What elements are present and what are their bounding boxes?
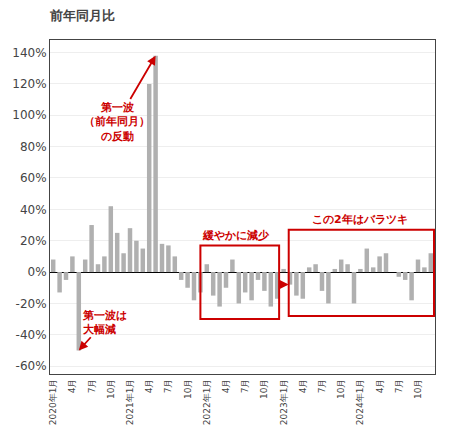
svg-text:0%: 0% xyxy=(28,265,47,279)
svg-text:4月: 4月 xyxy=(298,379,308,394)
svg-text:-60%: -60% xyxy=(16,359,47,373)
svg-text:7月: 7月 xyxy=(240,379,250,394)
svg-text:4月: 4月 xyxy=(67,379,77,394)
svg-text:60%: 60% xyxy=(20,171,47,185)
svg-text:4月: 4月 xyxy=(375,379,385,394)
svg-text:10月: 10月 xyxy=(183,379,193,399)
svg-text:-40%: -40% xyxy=(16,328,47,342)
svg-text:7月: 7月 xyxy=(87,379,97,394)
svg-text:100%: 100% xyxy=(12,108,46,122)
svg-text:2024年1月: 2024年1月 xyxy=(355,379,365,426)
svg-text:2020年1月: 2020年1月 xyxy=(48,379,58,426)
svg-text:第一波は大幅減: 第一波は大幅減 xyxy=(82,309,127,336)
svg-text:この2年はバラツキ: この2年はバラツキ xyxy=(312,213,408,226)
svg-text:2022年1月: 2022年1月 xyxy=(202,379,212,426)
svg-text:120%: 120% xyxy=(12,77,46,91)
svg-text:7月: 7月 xyxy=(317,379,327,394)
svg-text:前年同月比: 前年同月比 xyxy=(49,8,115,23)
svg-text:2021年1月: 2021年1月 xyxy=(125,379,135,426)
svg-text:7月: 7月 xyxy=(394,379,404,394)
svg-text:10月: 10月 xyxy=(259,379,269,399)
svg-text:10月: 10月 xyxy=(106,379,116,399)
svg-text:140%: 140% xyxy=(12,46,46,60)
svg-text:緩やかに減少: 緩やかに減少 xyxy=(202,229,270,242)
svg-text:4月: 4月 xyxy=(221,379,231,394)
svg-text:2023年1月: 2023年1月 xyxy=(279,379,289,426)
svg-text:第一波（前年同月）の反動: 第一波（前年同月）の反動 xyxy=(84,101,150,143)
svg-text:-20%: -20% xyxy=(16,297,47,311)
svg-text:7月: 7月 xyxy=(163,379,173,394)
svg-text:10月: 10月 xyxy=(336,379,346,399)
svg-text:4月: 4月 xyxy=(144,379,154,394)
svg-text:20%: 20% xyxy=(20,234,47,248)
svg-text:10月: 10月 xyxy=(413,379,423,399)
svg-text:80%: 80% xyxy=(20,140,47,154)
svg-text:40%: 40% xyxy=(20,203,47,217)
